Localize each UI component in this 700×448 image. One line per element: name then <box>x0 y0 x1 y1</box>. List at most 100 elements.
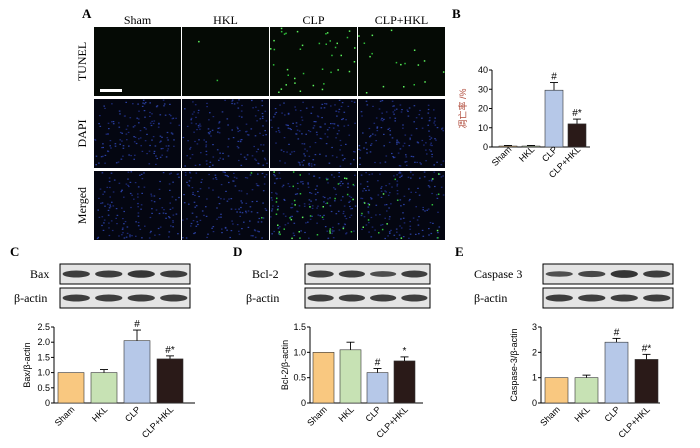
y-tick-label: 1.0 <box>293 347 306 357</box>
micrograph-merged-0 <box>94 171 181 240</box>
blot-d: Bcl-2 β-actin <box>246 263 431 309</box>
y-tick-label: 20 <box>478 104 488 114</box>
y-tick-label: 2.0 <box>37 337 50 347</box>
y-tick-label: 2.5 <box>37 322 50 332</box>
bar-clp <box>366 372 389 404</box>
micrograph-tunel-2 <box>270 27 357 96</box>
x-tick-label: HKL <box>336 404 355 423</box>
micrograph-background <box>94 27 181 96</box>
loading-control-label: β-actin <box>474 291 507 305</box>
micrograph-dapi-3 <box>358 99 445 168</box>
row-label-merged: Merged <box>75 187 89 224</box>
bar-clphkl <box>156 358 184 404</box>
micrograph-background <box>94 171 181 240</box>
blot-c: Bax β-actin <box>14 263 191 309</box>
bar-hkl <box>574 377 599 404</box>
bar-clp <box>123 340 151 404</box>
x-tick-label: Sham <box>53 404 77 428</box>
significance-mark: #* <box>572 108 582 119</box>
bar-clphkl <box>393 360 416 404</box>
y-tick-label: 0.5 <box>37 383 50 393</box>
blot-band <box>338 270 365 278</box>
blot-band <box>95 294 123 302</box>
significance-mark: # <box>551 72 557 83</box>
y-tick-label: 40 <box>478 65 488 75</box>
x-tick-label: CLP <box>602 404 621 423</box>
column-label-clphkl: CLP+HKL <box>375 13 428 27</box>
x-tick-label: Sham <box>305 404 329 428</box>
significance-mark: * <box>403 346 407 357</box>
blot-band <box>62 270 90 278</box>
blot-band <box>610 294 638 302</box>
y-tick-label: 1.5 <box>37 352 50 362</box>
blot-band <box>643 294 671 302</box>
micrograph-background <box>94 99 181 168</box>
y-tick-label: 0 <box>532 398 537 408</box>
micrograph-background <box>182 99 269 168</box>
blot-band <box>127 270 155 278</box>
blot-band <box>370 271 397 277</box>
blot-strip <box>304 263 431 285</box>
micrograph-background <box>182 171 269 240</box>
bar-clp <box>544 89 564 148</box>
blot-band <box>610 270 638 278</box>
y-tick-label: 10 <box>478 123 488 133</box>
blot-band <box>401 270 428 278</box>
panel-letter-d: D <box>233 244 242 259</box>
bar-sham <box>57 372 85 404</box>
micrograph-grid: Sham HKL CLP CLP+HKL TUNEL DAPI Merged <box>75 13 445 240</box>
y-tick-label: 0.5 <box>293 373 306 383</box>
blot-band <box>62 294 90 302</box>
blot-band <box>338 294 365 302</box>
scale-bar <box>100 89 122 92</box>
micrograph-dapi-0 <box>94 99 181 168</box>
blot-e: Caspase 3 β-actin <box>474 263 674 309</box>
blot-band <box>370 294 397 302</box>
protein-label: Bcl-2 <box>252 267 279 281</box>
y-tick-label: 30 <box>478 84 488 94</box>
significance-mark: #* <box>642 343 652 354</box>
micrograph-tunel-3 <box>358 27 445 96</box>
y-tick-label: 0 <box>301 398 306 408</box>
micrograph-merged-3 <box>358 171 445 240</box>
bar-sham <box>312 352 335 404</box>
micrograph-background <box>358 27 445 96</box>
y-tick-label: 1.0 <box>37 368 50 378</box>
y-tick-label: 2 <box>532 347 537 357</box>
blot-band <box>307 270 334 278</box>
panel-letter-e: E <box>455 244 464 259</box>
bar-clp <box>604 341 629 404</box>
y-tick-label: 3 <box>532 322 537 332</box>
y-tick-label: 1 <box>532 373 537 383</box>
significance-mark: #* <box>165 345 175 356</box>
blot-strip <box>542 263 674 285</box>
y-tick-label: 0 <box>45 398 50 408</box>
blot-band <box>643 270 671 278</box>
loading-control-label: β-actin <box>14 291 47 305</box>
bar-sham <box>544 377 569 404</box>
blot-strip <box>304 287 431 309</box>
micrograph-merged-1 <box>182 171 269 240</box>
y-axis-label: Bcl-2/β-actin <box>280 340 290 390</box>
micrograph-tunel-1 <box>182 27 269 96</box>
western-blots: Bax β-actin Bcl-2 β-actin Caspase 3 β-actin <box>14 263 674 309</box>
panel-letter-a: A <box>82 6 92 21</box>
micrograph-background <box>182 27 269 96</box>
x-tick-label: Sham <box>538 404 562 428</box>
loading-control-label: β-actin <box>246 291 279 305</box>
significance-mark: # <box>614 327 620 338</box>
bar-hkl <box>90 372 118 404</box>
blot-band <box>160 270 188 278</box>
micrograph-merged-2 <box>270 171 357 240</box>
blot-band <box>401 294 428 302</box>
micrograph-dapi-2 <box>270 99 357 168</box>
x-tick-label: HKL <box>572 404 591 423</box>
y-axis-label: Caspase-3/β-actin <box>509 328 519 401</box>
y-axis-label: Bax/β-actin <box>22 342 32 387</box>
chart-c: 0 0.5 1.0 1.5 2.0 2.5 Bax/β-actin Sham HKL # CLP #*… <box>22 319 195 440</box>
x-tick-label: CLP+HKL <box>140 404 176 440</box>
row-label-dapi: DAPI <box>75 119 89 147</box>
